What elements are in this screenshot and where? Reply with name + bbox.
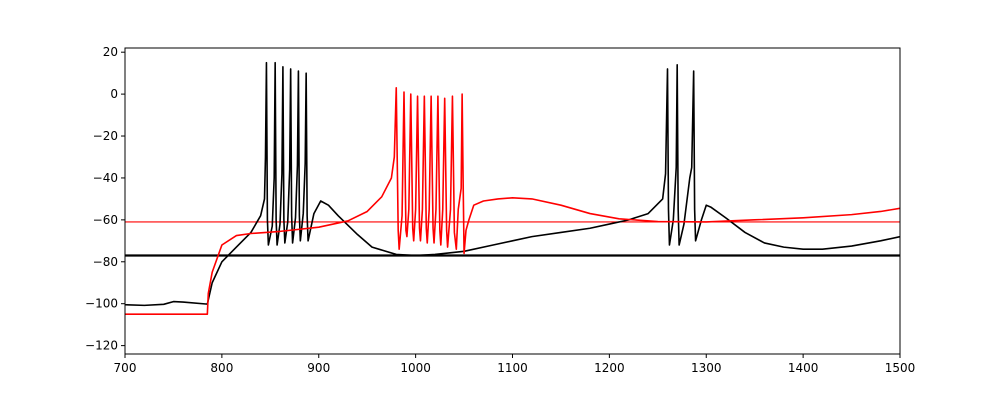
x-tick-label: 1100: [497, 361, 528, 375]
series-line-3: [125, 87, 900, 315]
x-tick-label: 900: [307, 361, 330, 375]
x-tick-label: 1500: [885, 361, 916, 375]
y-axis: −120 −100 −80 −60 −40 −20 0 20: [85, 45, 125, 353]
x-axis: 700 800 900 1000 1100 1200 1300 1400 1500: [114, 354, 916, 375]
plot-traces: [125, 61, 900, 315]
y-tick-label: −60: [93, 213, 118, 227]
x-tick-label: 1200: [594, 361, 625, 375]
plot-frame: [124, 47, 901, 355]
x-tick-label: 1300: [691, 361, 722, 375]
x-tick-label: 1000: [400, 361, 431, 375]
x-tick-label: 1400: [788, 361, 819, 375]
series-line-2: [125, 61, 900, 307]
y-tick-label: −20: [93, 129, 118, 143]
x-tick-label: 700: [114, 361, 137, 375]
y-tick-label: −100: [85, 297, 118, 311]
y-tick-label: 20: [103, 45, 118, 59]
x-tick-label: 800: [210, 361, 233, 375]
y-tick-label: 0: [110, 87, 118, 101]
y-tick-label: −120: [85, 339, 118, 353]
y-tick-label: −80: [93, 255, 118, 269]
y-tick-label: −40: [93, 171, 118, 185]
